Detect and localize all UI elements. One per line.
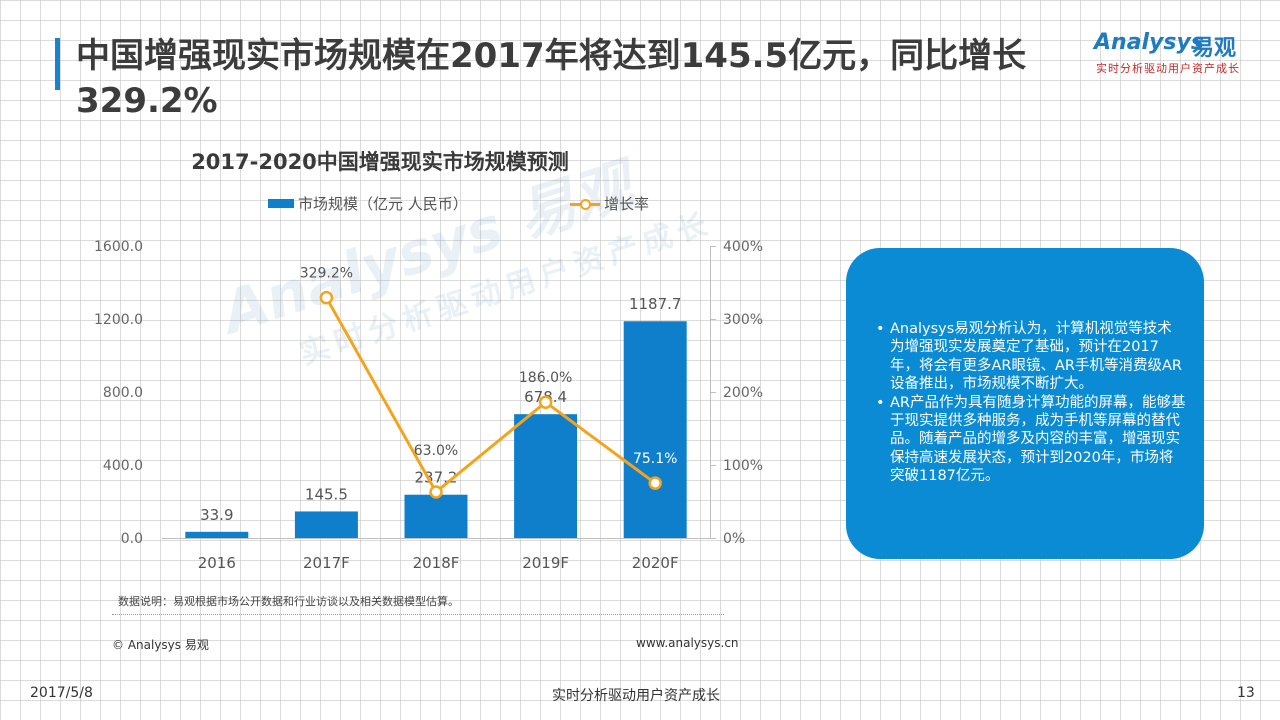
bar-value-label: 145.5: [305, 485, 348, 503]
bar-market-size: [514, 414, 578, 538]
y-left-tick-label: 0.0: [121, 531, 143, 547]
bar-market-size: [185, 531, 249, 538]
growth-rate-point: [648, 476, 662, 490]
growth-rate-label: 329.2%: [300, 266, 353, 282]
growth-rate-label: 63.0%: [414, 443, 458, 459]
y-right-tick-label: 0%: [723, 531, 745, 547]
legend-label-market-size: 市场规模（亿元 人民币）: [298, 195, 468, 213]
x-category-label: 2017F: [303, 554, 350, 572]
y-right-tick-label: 400%: [723, 239, 763, 255]
x-category-label: 2019F: [522, 554, 569, 572]
analysis-point-2: AR产品作为具有随身计算功能的屏幕，能够基于现实提供多种服务，成为手机等屏幕的替…: [876, 394, 1186, 486]
page-number: 13: [1237, 685, 1255, 701]
analysis-point-1: Analysys易观分析认为，计算机视觉等技术为增强现实发展奠定了基础，预计在2…: [876, 320, 1186, 394]
growth-rate-point: [429, 485, 443, 499]
analysis-list: Analysys易观分析认为，计算机视觉等技术为增强现实发展奠定了基础，预计在2…: [876, 320, 1186, 486]
page-title: 中国增强现实市场规模在2017年将达到145.5亿元，同比增长329.2%: [76, 36, 1027, 121]
source-divider: [112, 614, 724, 615]
legend-line-marker: [580, 199, 591, 210]
growth-rate-line: [325, 296, 657, 494]
x-category-label: 2020F: [632, 554, 679, 572]
legend-bar-swatch: [268, 199, 294, 208]
bar-value-label: 33.9: [200, 506, 233, 524]
analysis-box: Analysys易观分析认为，计算机视觉等技术为增强现实发展奠定了基础，预计在2…: [846, 248, 1204, 559]
growth-rate-point: [319, 290, 334, 305]
copyright-text: © Analysys 易观: [112, 638, 209, 652]
logo-tagline: 实时分析驱动用户资产成长: [1096, 62, 1240, 75]
legend-label-growth-rate: 增长率: [604, 195, 650, 213]
website-text: www.analysys.cn: [636, 636, 739, 650]
y-right-tick-label: 100%: [723, 458, 763, 474]
y-right-tick-label: 300%: [723, 312, 763, 328]
logo-cn: 易观: [1192, 36, 1237, 61]
growth-rate-label: 186.0%: [519, 370, 572, 386]
bar-value-label: 237.2: [415, 469, 458, 487]
bar-market-size: [623, 321, 687, 538]
bar-market-size: [404, 494, 468, 538]
y-right-tick-label: 200%: [723, 385, 763, 401]
footer-slogan: 实时分析驱动用户资产成长: [552, 688, 720, 704]
title-accent-bar: [55, 38, 60, 90]
growth-rate-point: [538, 395, 553, 409]
data-source-note: 数据说明：易观根据市场公开数据和行业访谈以及相关数据模型估算。: [118, 595, 459, 608]
logo-name: Analysys: [1094, 30, 1204, 55]
y-left-tick-label: 1600.0: [94, 239, 143, 255]
y-left-tick-label: 800.0: [103, 385, 143, 401]
growth-rate-label: 75.1%: [633, 451, 677, 467]
x-category-label: 2016: [198, 554, 236, 572]
legend-item-market-size: 市场规模（亿元 人民币）: [268, 193, 468, 214]
chart-title: 2017-2020中国增强现实市场规模预测: [191, 150, 569, 174]
bar-value-label: 1187.7: [629, 295, 682, 313]
x-category-label: 2018F: [413, 554, 460, 572]
analysys-logo: Analysys 易观 实时分析驱动用户资产成长: [1084, 30, 1264, 80]
y-left-tick-label: 1200.0: [94, 312, 143, 328]
legend-item-growth-rate: 增长率: [570, 193, 649, 214]
y-left-tick-label: 400.0: [103, 458, 143, 474]
footer-date: 2017/5/8: [30, 685, 93, 701]
bar-market-size: [294, 511, 358, 538]
